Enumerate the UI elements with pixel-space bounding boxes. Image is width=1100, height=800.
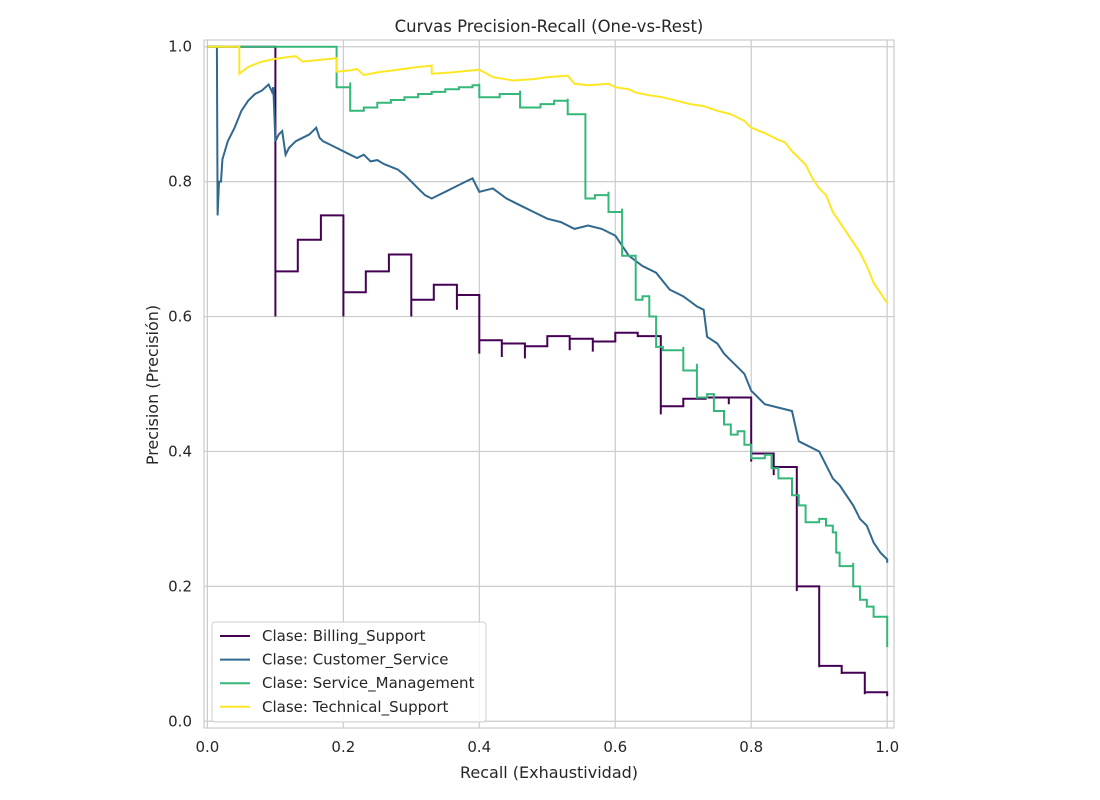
y-axis-title: Precision (Precisión) — [143, 305, 162, 465]
legend-box — [211, 621, 487, 723]
x-tick-label: 0.6 — [603, 738, 627, 756]
plot-frame — [203, 39, 895, 729]
y-tick-label: 1.0 — [168, 38, 192, 56]
y-tick-labels: 0.0 0.2 0.4 0.6 0.8 1.0 — [168, 38, 192, 731]
series-layer — [207, 45, 889, 697]
y-tick-label: 0.6 — [168, 308, 192, 326]
y-tick-label: 0.2 — [168, 577, 192, 595]
legend: Clase: Billing_Support Clase: Customer_Se… — [211, 621, 487, 723]
grid-lines — [204, 40, 894, 728]
series-line-customer-service — [207, 45, 889, 563]
x-tick-label: 0.8 — [739, 738, 763, 756]
y-tick-label: 0.0 — [168, 712, 192, 730]
y-tick-label: 0.8 — [168, 173, 192, 191]
plot-background — [204, 40, 894, 728]
y-tick-label: 0.4 — [168, 442, 192, 460]
series-line-technical-support — [207, 45, 889, 304]
x-tick-label: 0.4 — [467, 738, 491, 756]
x-tick-labels: 0.0 0.2 0.4 0.6 0.8 1.0 — [195, 738, 899, 756]
x-tick-label: 0.2 — [331, 738, 355, 756]
legend-label-service-management: Clase: Service_Management — [262, 674, 475, 693]
legend-label-customer-service: Clase: Customer_Service — [262, 651, 449, 670]
legend-label-technical-support: Clase: Technical_Support — [262, 698, 448, 717]
series-line-billing-support — [207, 45, 889, 697]
x-tick-label: 0.0 — [195, 738, 219, 756]
x-axis-title: Recall (Exhaustividad) — [460, 763, 638, 782]
chart-title: Curvas Precision-Recall (One-vs-Rest) — [395, 17, 704, 36]
series-line-service-management — [207, 45, 889, 648]
x-tick-label: 1.0 — [875, 738, 899, 756]
legend-label-billing-support: Clase: Billing_Support — [262, 627, 426, 646]
